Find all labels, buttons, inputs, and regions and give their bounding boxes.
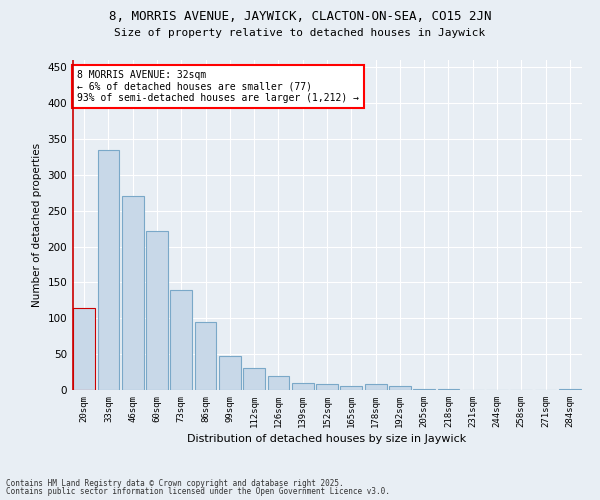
- Bar: [365, 384, 386, 390]
- Bar: [243, 368, 265, 390]
- Bar: [146, 230, 168, 390]
- Bar: [559, 388, 581, 390]
- Text: 8 MORRIS AVENUE: 32sqm
← 6% of detached houses are smaller (77)
93% of semi-deta: 8 MORRIS AVENUE: 32sqm ← 6% of detached …: [77, 70, 359, 103]
- Bar: [389, 386, 411, 390]
- Bar: [170, 290, 192, 390]
- Bar: [219, 356, 241, 390]
- Bar: [73, 308, 95, 390]
- Bar: [316, 384, 338, 390]
- X-axis label: Distribution of detached houses by size in Jaywick: Distribution of detached houses by size …: [187, 434, 467, 444]
- Bar: [122, 196, 143, 390]
- Bar: [268, 376, 289, 390]
- Y-axis label: Number of detached properties: Number of detached properties: [32, 143, 42, 307]
- Text: Contains public sector information licensed under the Open Government Licence v3: Contains public sector information licen…: [6, 487, 390, 496]
- Bar: [194, 322, 217, 390]
- Bar: [292, 383, 314, 390]
- Bar: [340, 386, 362, 390]
- Text: Contains HM Land Registry data © Crown copyright and database right 2025.: Contains HM Land Registry data © Crown c…: [6, 478, 344, 488]
- Text: Size of property relative to detached houses in Jaywick: Size of property relative to detached ho…: [115, 28, 485, 38]
- Text: 8, MORRIS AVENUE, JAYWICK, CLACTON-ON-SEA, CO15 2JN: 8, MORRIS AVENUE, JAYWICK, CLACTON-ON-SE…: [109, 10, 491, 23]
- Bar: [97, 150, 119, 390]
